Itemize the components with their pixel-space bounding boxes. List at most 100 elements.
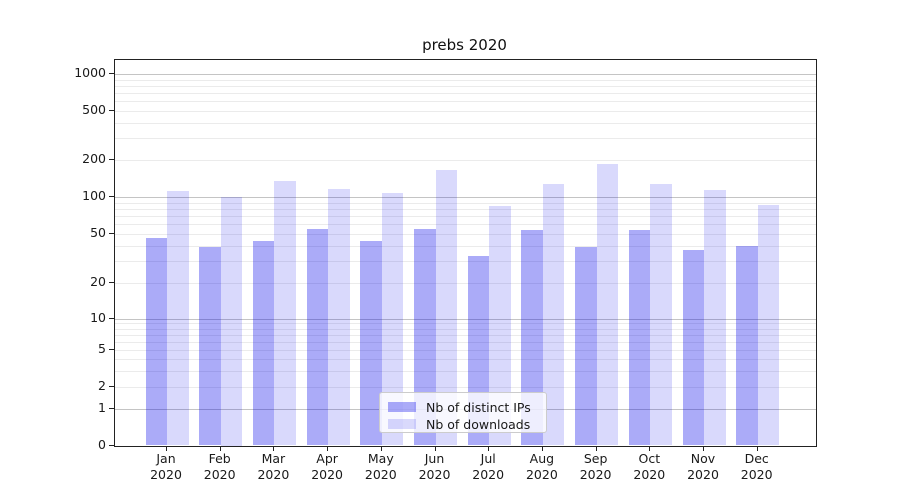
bar-distinct-ips-oct [628,229,651,446]
bar-downloads-dec [757,205,780,446]
gridline-minor-400 [115,122,816,124]
gridline-minor-300 [115,138,816,140]
y-tick-label-2: 2 [98,378,106,393]
y-tick-label-100: 100 [82,188,106,203]
gridline-minor-3 [115,370,816,372]
y-tick-mark-100 [109,196,114,197]
y-tick-label-1000: 1000 [74,65,106,80]
gridline-minor-4 [115,359,816,360]
y-tick-label-500: 500 [82,102,106,117]
x-tick-mark-jun [434,446,436,451]
legend-swatch-distinct-ips [388,402,416,412]
gridline-minor-500 [115,111,816,112]
bar-downloads-jan [167,191,189,446]
bar-downloads-sep [596,164,619,446]
gridline-major-100 [115,197,816,198]
bar-distinct-ips-jun [414,228,436,446]
bar-downloads-jul [489,205,511,446]
x-tick-mark-feb [219,446,221,451]
x-tick-label-apr: Apr 2020 [311,451,343,482]
y-tick-mark-50 [109,233,114,234]
legend-swatch-downloads [388,419,416,429]
y-tick-mark-20 [109,282,114,283]
x-tick-label-dec: Dec 2020 [740,451,773,482]
bar-distinct-ips-dec [736,245,758,446]
x-tick-mark-jan [166,446,167,451]
x-tick-mark-nov [703,446,704,451]
y-tick-label-20: 20 [90,274,106,289]
gridline-minor-70 [115,216,816,218]
y-tick-label-0: 0 [98,436,106,452]
y-tick-mark-2 [109,386,114,387]
bar-downloads-feb [220,197,243,446]
x-tick-label-may: May 2020 [364,451,397,482]
x-tick-label-oct: Oct 2020 [633,451,666,482]
gridline-minor-6 [115,341,816,343]
x-tick-label-nov: Nov 2020 [687,451,719,482]
bar-downloads-jun [435,170,457,446]
y-tick-mark-10 [109,317,114,319]
x-tick-label-jun: Jun 2020 [418,451,451,482]
y-tick-mark-1000 [109,73,114,74]
x-tick-label-sep: Sep 2020 [579,451,612,482]
y-tick-label-10: 10 [90,309,106,325]
gridline-minor-200 [115,160,816,161]
legend-label-downloads: Nb of downloads [426,416,531,432]
gridline-minor-20 [115,283,816,284]
gridline-minor-700 [115,93,816,95]
bar-distinct-ips-nov [682,250,704,446]
y-tick-mark-500 [109,110,114,111]
legend-item-downloads: Nb of downloads [388,416,538,432]
y-tick-mark-1 [109,408,114,409]
bar-downloads-apr [328,188,350,446]
y-tick-label-1: 1 [98,400,106,415]
bar-distinct-ips-jan [145,238,167,446]
bar-distinct-ips-may [360,240,382,446]
y-tick-label-200: 200 [82,151,106,166]
gridline-minor-90 [115,202,816,204]
x-tick-mark-jul [488,446,490,451]
y-tick-label-50: 50 [90,225,106,240]
x-tick-label-jul: Jul 2020 [472,451,505,482]
x-tick-mark-apr [327,446,329,451]
legend-item-distinct-ips: Nb of distinct IPs [388,399,538,415]
y-tick-mark-200 [109,159,114,160]
x-tick-mark-may [380,446,382,451]
plot-area [114,59,817,447]
bar-distinct-ips-feb [199,247,221,446]
y-tick-mark-0 [109,444,114,446]
gridline-minor-600 [115,101,816,103]
bar-distinct-ips-apr [306,228,329,446]
legend: Nb of distinct IPs Nb of downloads [379,392,547,433]
bar-downloads-oct [650,184,672,446]
x-tick-label-mar: Mar 2020 [257,451,290,482]
bar-downloads-aug [542,184,565,446]
gridline-minor-8 [115,328,816,330]
x-tick-mark-dec [756,446,758,451]
x-tick-mark-mar [273,446,275,451]
legend-label-distinct-ips: Nb of distinct IPs [426,399,531,415]
x-tick-mark-aug [541,446,543,451]
gridline-minor-5 [115,350,816,351]
y-tick-mark-5 [109,349,114,350]
bar-downloads-mar [274,180,296,446]
gridline-major-1000 [115,74,816,75]
x-tick-mark-oct [649,446,651,451]
chart-title: prebs 2020 [422,36,507,54]
gridline-minor-30 [115,261,816,263]
x-tick-mark-sep [595,446,597,451]
bar-distinct-ips-mar [252,240,275,446]
x-tick-label-feb: Feb 2020 [203,451,236,482]
x-tick-label-aug: Aug 2020 [525,451,558,482]
gridline-minor-9 [115,323,816,325]
y-tick-label-5: 5 [98,341,106,356]
gridline-minor-40 [115,245,816,247]
gridline-minor-60 [115,224,816,226]
gridline-minor-800 [115,85,816,87]
bar-downloads-may [381,192,404,446]
x-tick-label-jan: Jan 2020 [150,451,182,482]
gridline-minor-7 [115,334,816,336]
gridline-minor-2 [115,387,816,388]
bar-downloads-nov [704,190,726,446]
